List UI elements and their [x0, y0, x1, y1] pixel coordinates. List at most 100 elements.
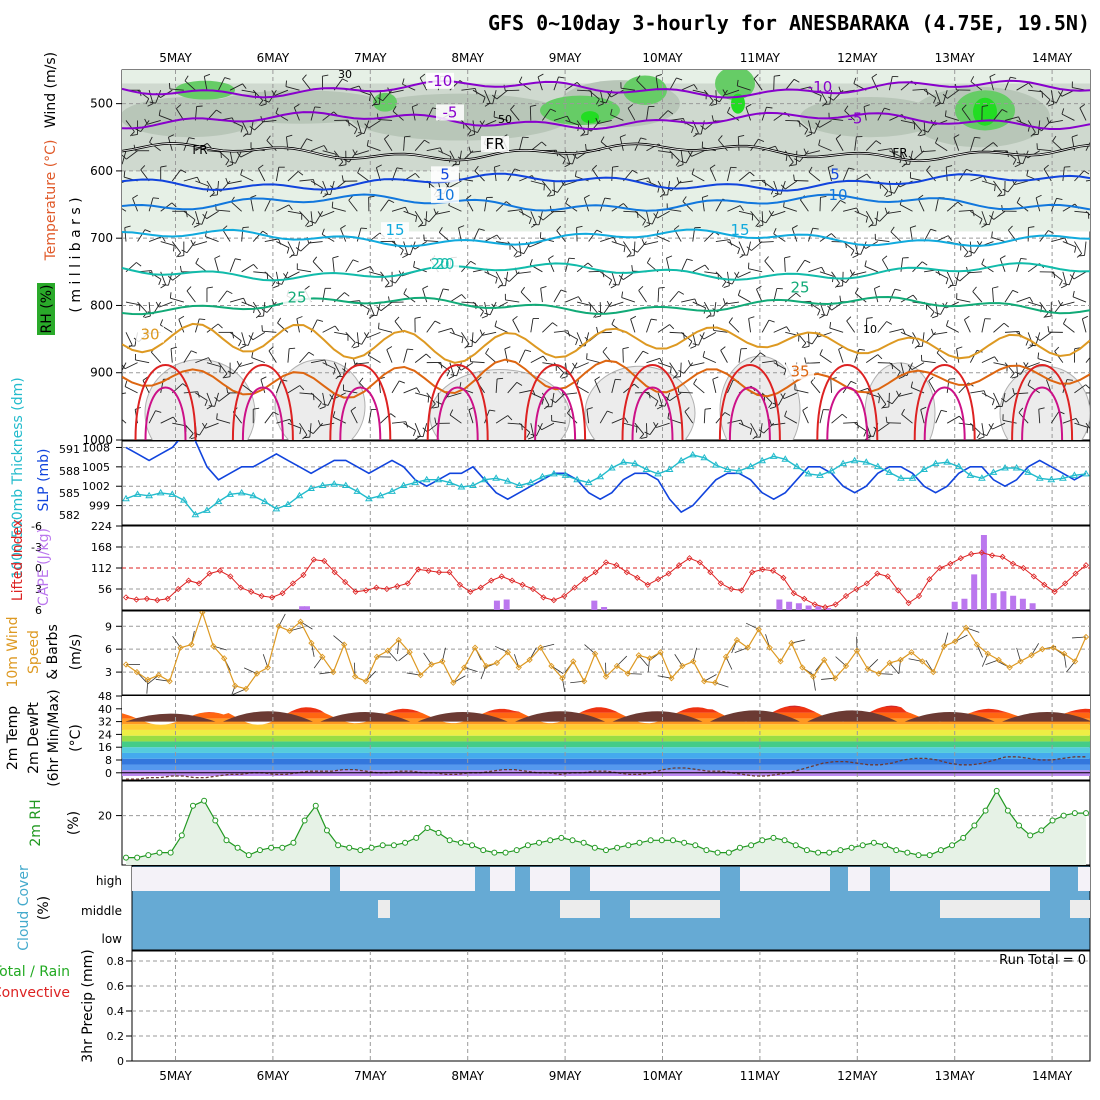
- wind-speed-point: [810, 673, 817, 680]
- wind-barb-flag: [564, 372, 571, 376]
- wind-barb-flag: [653, 213, 658, 219]
- wind-barb-flag: [656, 405, 663, 410]
- wind-barb-flag: [364, 123, 370, 129]
- wind-barb: [986, 422, 994, 436]
- wind-barb-flag: [319, 406, 326, 410]
- lifted-index-point: [279, 590, 286, 597]
- wind-barb: [693, 383, 705, 394]
- wind-barb: [125, 301, 140, 306]
- cloud-high-clear: [848, 867, 870, 891]
- wind-barb: [426, 320, 436, 333]
- thickness-point: [295, 491, 304, 499]
- wind-barb-flag: [1043, 164, 1049, 170]
- rh-point: [960, 834, 967, 841]
- wind-barb: [461, 362, 474, 371]
- wind-barb-flag: [709, 164, 716, 169]
- wind-barb-flag: [1038, 407, 1045, 410]
- wind-barb: [761, 392, 773, 404]
- wind-barb: [600, 236, 614, 242]
- isotherm-label: FR: [892, 146, 907, 160]
- precip-ylabel-total: Total / Rain: [0, 964, 70, 980]
- thickness-point: [573, 475, 581, 483]
- wind-barb-flag: [297, 171, 304, 176]
- wind-speed-point: [1082, 633, 1090, 641]
- rh-point: [413, 834, 420, 841]
- wind-barb: [471, 332, 474, 347]
- lifted-index-point: [696, 559, 703, 566]
- wind-speed-point: [875, 670, 882, 677]
- wind-barb: [854, 349, 860, 363]
- wind-barb-flag: [334, 325, 340, 332]
- wind-barb-flag: [184, 75, 189, 82]
- hot-contour: [436, 386, 479, 440]
- thickness-point: [897, 474, 905, 481]
- temp-color-band: [122, 747, 1090, 753]
- lifted-index-point: [269, 594, 276, 601]
- wind-barb-flag: [222, 225, 228, 231]
- bottom-day-label: 13MAY: [935, 1069, 976, 1083]
- wind-barb: [680, 332, 693, 342]
- wind-barb-flag: [434, 320, 441, 325]
- wind-speed-point: [711, 679, 719, 686]
- surface-wind-barb: [398, 651, 410, 662]
- wind-barb: [771, 210, 786, 217]
- wind-speed-point: [951, 638, 959, 645]
- rh-point: [502, 849, 509, 856]
- wind-barb: [831, 413, 843, 424]
- wind-barb-flag: [956, 346, 963, 350]
- thickness-point: [399, 481, 408, 489]
- lifted-index-point: [456, 581, 463, 588]
- wind-barb: [195, 357, 209, 364]
- wind-barb-flag: [402, 254, 408, 259]
- wind-barb: [124, 386, 138, 394]
- wind-barb: [852, 271, 867, 276]
- wind-barb-flag: [942, 93, 948, 99]
- wind-barb: [806, 150, 821, 155]
- lifted-index-point: [435, 569, 443, 576]
- wind-barb: [448, 204, 462, 212]
- wind-barb-flag: [994, 185, 996, 192]
- wind-barb: [712, 379, 717, 394]
- wind-speed-point: [319, 653, 326, 660]
- temp-color-band: [122, 724, 1090, 730]
- wind-barb: [901, 414, 913, 424]
- wind-barb: [137, 229, 146, 242]
- wind-barb: [865, 354, 878, 364]
- thickness-point: [122, 494, 130, 502]
- wind-barb-flag: [550, 398, 556, 403]
- wind-barb: [147, 120, 161, 125]
- isotherm-label: -10: [428, 72, 453, 90]
- wind-barb-flag: [253, 264, 258, 270]
- wind-barb-flag: [250, 194, 257, 198]
- wind-barb-flag: [764, 256, 769, 262]
- upper-ylabel-wind: Wind (m/s): [43, 52, 59, 128]
- wind-barb-flag: [613, 237, 617, 243]
- wind-barb: [599, 90, 604, 104]
- wind-barb: [877, 148, 892, 152]
- wind-barb: [961, 108, 971, 121]
- wind-barb: [727, 205, 741, 212]
- wind-barb-flag: [692, 343, 699, 346]
- wind-barb-flag: [981, 433, 988, 436]
- wind-barb: [322, 111, 334, 121]
- lifted-index-point: [509, 577, 516, 584]
- cloud-mid-clear: [630, 900, 720, 918]
- wind-barb: [241, 89, 256, 94]
- wind-barb-flag: [461, 337, 464, 344]
- wind-barb-flag: [196, 105, 203, 107]
- slp-ylabel: SLP (mb): [36, 448, 52, 511]
- bottom-day-label: 8MAY: [451, 1069, 484, 1083]
- wind-barb-flag: [680, 160, 687, 164]
- rh-point: [714, 849, 721, 856]
- wind-barb-flag: [607, 410, 614, 414]
- wind-barb-flag: [749, 428, 753, 435]
- wind-barb: [183, 176, 198, 182]
- wind-barb-flag: [702, 195, 709, 198]
- wind-barb-flag: [981, 224, 987, 228]
- thickness-point: [156, 488, 165, 496]
- wind-barb-flag: [881, 404, 887, 409]
- wind-barb-flag: [769, 419, 772, 426]
- lifted-index-point: [623, 569, 630, 576]
- wind-barb: [877, 321, 887, 333]
